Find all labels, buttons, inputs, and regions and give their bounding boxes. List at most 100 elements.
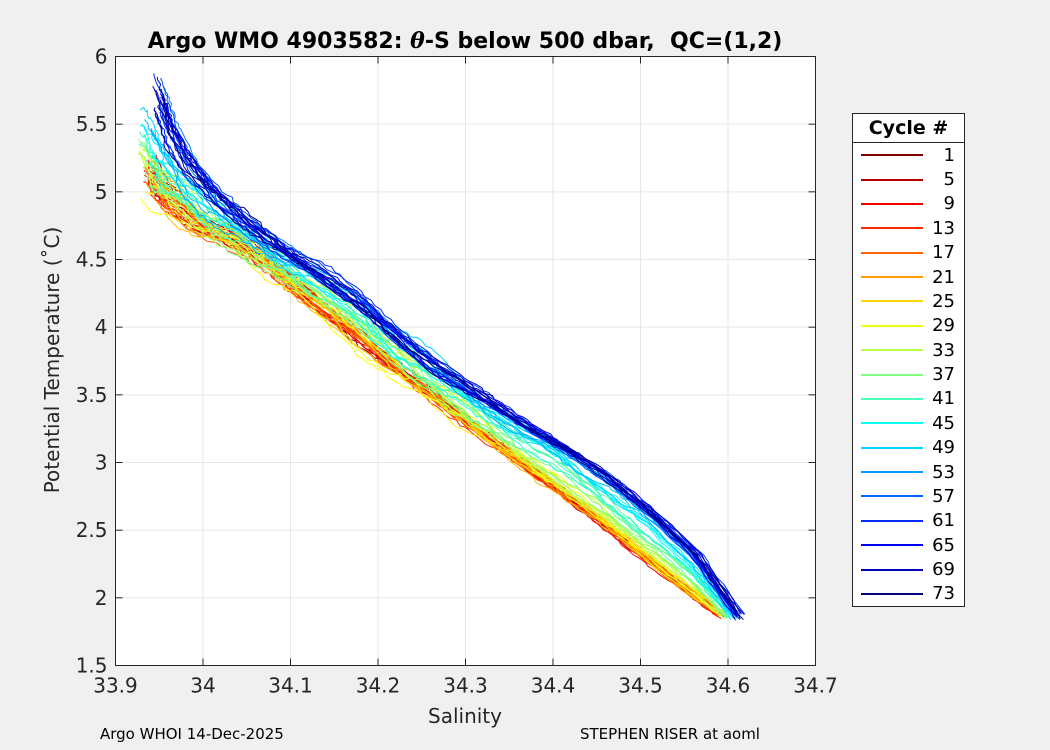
legend-line-sample-57 (861, 495, 923, 498)
x-tick-label-34.7: 34.7 (793, 674, 838, 698)
legend-cycle-number: 17 (932, 242, 955, 264)
legend-cycle-number: 69 (932, 559, 955, 581)
legend-entry-29: 29 (853, 314, 964, 338)
y-tick-label-3.5: 3.5 (76, 383, 108, 407)
legend-entry-41: 41 (853, 387, 964, 411)
cycle-curve-73 (161, 94, 744, 621)
cycle-curve-37 (146, 168, 734, 618)
legend-line-sample-69 (861, 568, 923, 571)
cycle-curve-33 (138, 150, 728, 618)
x-axis-label: Salinity (428, 704, 502, 728)
y-tick-label-5.5: 5.5 (76, 112, 108, 136)
y-tick-label-3: 3 (95, 451, 108, 475)
y-tick-label-6: 6 (95, 45, 108, 69)
legend-cycle-number: 25 (932, 290, 955, 312)
x-tick-label-34: 34 (190, 674, 215, 698)
legend-cycle-number: 1 (943, 144, 955, 166)
legend-entry-5: 5 (853, 167, 964, 191)
legend-line-sample-53 (861, 471, 923, 474)
legend-line-sample-49 (861, 446, 923, 449)
legend-cycle-number: 53 (932, 461, 955, 483)
legend-line-sample-33 (861, 349, 923, 352)
plot-title-prefix: Argo WMO 4903582: (147, 29, 411, 54)
legend-cycle-number: 5 (943, 169, 955, 191)
plot-title-suffix: -S below 500 dbar, QC=(1,2) (424, 29, 783, 54)
legend-line-sample-9 (861, 202, 923, 205)
y-tick-label-2.5: 2.5 (76, 518, 108, 542)
legend-cycle-number: 49 (932, 437, 955, 459)
legend-cycle-number: 73 (932, 583, 955, 605)
legend-entry-61: 61 (853, 509, 964, 533)
x-tick-label-34.5: 34.5 (618, 674, 663, 698)
legend-cycle-number: 57 (932, 485, 955, 507)
y-axis-label: Potential Temperature (˚C) (40, 226, 64, 494)
legend-line-sample-17 (861, 251, 923, 254)
legend-entries: 1 5 9 13 17 21 25 29 33 37 41 45 49 53 57 61 65 69 73 (853, 143, 964, 606)
legend-cycle-number: 65 (932, 534, 955, 556)
cycle-curve-29 (138, 149, 728, 619)
cycle-curve-68 (155, 110, 739, 614)
legend-line-sample-13 (861, 227, 923, 230)
legend-cycle-number: 45 (932, 412, 955, 434)
legend-line-sample-29 (861, 324, 923, 327)
y-tick-label-2: 2 (95, 586, 108, 610)
legend-box: Cycle # 1 5 9 13 17 21 25 29 33 37 41 45 49 53 57 61 65 6… (852, 113, 965, 607)
legend-cycle-number: 37 (932, 364, 955, 386)
legend-entry-57: 57 (853, 484, 964, 508)
legend-entry-25: 25 (853, 289, 964, 313)
legend-cycle-number: 21 (932, 266, 955, 288)
y-tick-label-5: 5 (95, 180, 108, 204)
legend-entry-13: 13 (853, 216, 964, 240)
x-tick-label-34.2: 34.2 (356, 674, 401, 698)
legend-entry-69: 69 (853, 557, 964, 581)
legend-cycle-number: 29 (932, 315, 955, 337)
legend-entry-1: 1 (853, 143, 964, 167)
legend-line-sample-61 (861, 519, 923, 522)
legend-entry-65: 65 (853, 533, 964, 557)
annotation-pi-credit: STEPHEN RISER at aoml (580, 725, 760, 743)
legend-entry-53: 53 (853, 460, 964, 484)
cycle-curve-72 (152, 85, 738, 617)
legend-line-sample-25 (861, 300, 923, 303)
legend-line-sample-37 (861, 373, 923, 376)
legend-entry-17: 17 (853, 241, 964, 265)
theta-symbol: θ (410, 28, 425, 54)
legend-cycle-number: 41 (932, 388, 955, 410)
legend-line-sample-65 (861, 544, 923, 547)
legend-entry-21: 21 (853, 265, 964, 289)
legend-cycle-number: 9 (943, 193, 955, 215)
cycle-curve-51 (144, 119, 739, 617)
cycle-curve-69 (156, 76, 740, 616)
legend-line-sample-73 (861, 592, 923, 595)
legend-line-sample-1 (861, 154, 923, 157)
y-tick-label-4.5: 4.5 (76, 248, 108, 272)
x-tick-label-34.1: 34.1 (268, 674, 313, 698)
legend-cycle-number: 61 (932, 510, 955, 532)
legend-entry-9: 9 (853, 192, 964, 216)
y-tick-label-4: 4 (95, 315, 108, 339)
profile-curves (137, 73, 746, 621)
x-tick-label-34.6: 34.6 (706, 674, 751, 698)
legend-line-sample-45 (861, 422, 923, 425)
legend-entry-49: 49 (853, 436, 964, 460)
plot-title: Argo WMO 4903582: θ-S below 500 dbar, QC… (0, 28, 930, 54)
cycle-curve-23 (144, 179, 722, 616)
cycle-curve-54 (162, 101, 739, 618)
legend-cycle-number: 33 (932, 339, 955, 361)
legend-entry-37: 37 (853, 362, 964, 386)
legend-line-sample-21 (861, 276, 923, 279)
cycle-curve-34 (137, 153, 727, 618)
legend-entry-45: 45 (853, 411, 964, 435)
annotation-argo-whoi-date: Argo WHOI 14-Dec-2025 (100, 725, 284, 743)
legend-entry-73: 73 (853, 582, 964, 606)
x-tick-label-34.3: 34.3 (443, 674, 488, 698)
x-tick-label-34.4: 34.4 (531, 674, 576, 698)
y-tick-label-1.5: 1.5 (76, 654, 108, 678)
legend-cycle-number: 13 (932, 217, 955, 239)
legend-line-sample-41 (861, 397, 923, 400)
legend-title: Cycle # (853, 114, 964, 143)
legend-line-sample-5 (861, 178, 923, 181)
cycle-curve-70 (157, 104, 745, 615)
